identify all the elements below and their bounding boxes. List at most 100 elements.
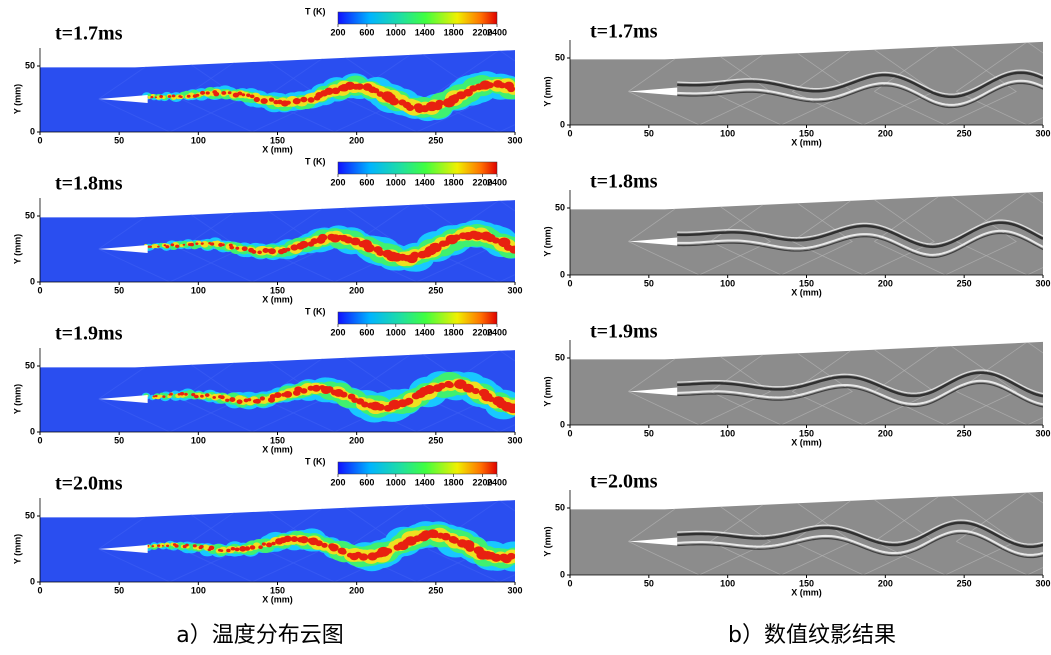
flame — [150, 95, 154, 99]
x-tick-label: 150 — [270, 585, 285, 595]
schlieren — [677, 71, 1043, 99]
flame — [200, 394, 204, 398]
schlieren — [677, 82, 1043, 109]
flame — [311, 384, 321, 392]
flame — [315, 540, 323, 547]
x-tick-label: 250 — [957, 428, 972, 438]
colorbar-tick-label: 1800 — [444, 27, 464, 37]
flame — [358, 553, 369, 561]
colorbar-tick-label: 1800 — [444, 477, 464, 487]
x-tick-label: 50 — [114, 135, 124, 145]
flame — [199, 544, 204, 549]
colorbar — [337, 311, 498, 325]
y-tick-label: 0 — [30, 576, 35, 586]
flame — [299, 536, 309, 544]
flame — [300, 388, 308, 394]
flame — [171, 94, 176, 98]
flame — [249, 94, 255, 99]
flame — [229, 397, 236, 402]
flame — [229, 245, 235, 250]
flame — [271, 541, 276, 546]
x-axis-label: X (mm) — [262, 144, 293, 154]
flame — [225, 398, 230, 402]
flame — [258, 545, 263, 550]
flame — [244, 546, 251, 551]
schlieren — [677, 219, 1043, 245]
x-tick-label: 50 — [644, 578, 654, 588]
x-tick-label: 0 — [37, 285, 42, 295]
schlieren — [677, 232, 1043, 259]
flame — [208, 545, 215, 550]
flame — [162, 395, 166, 398]
flame — [506, 403, 515, 414]
x-tick-label: 200 — [349, 285, 364, 295]
colorbar-tick-label: 2400 — [487, 177, 507, 187]
flame — [441, 532, 451, 541]
x-tick-label: 50 — [644, 428, 654, 438]
flame — [247, 398, 252, 402]
x-tick-label: 200 — [878, 428, 893, 438]
wedge — [98, 395, 148, 403]
flame — [236, 399, 243, 405]
flame — [509, 245, 515, 254]
flame — [260, 98, 268, 104]
flame — [166, 544, 170, 548]
x-tick-label: 200 — [349, 435, 364, 445]
shock — [792, 191, 936, 275]
field — [628, 191, 1043, 275]
flame — [234, 547, 240, 552]
flame — [219, 549, 224, 553]
x-tick-label: 150 — [799, 128, 814, 138]
colorbar-tick-label: 1400 — [415, 177, 435, 187]
caption: b）数值纹影结果 — [728, 623, 896, 648]
colorbar-title: T (K) — [305, 6, 326, 16]
flame — [212, 396, 216, 399]
schlieren — [677, 382, 1043, 408]
flame — [324, 87, 334, 95]
panel: 0 50 100 150 200 250 300 0 50 X (mm) Y (mm) t=2.0ms… — [12, 456, 522, 604]
flame — [237, 91, 243, 96]
x-axis-label: X (mm) — [262, 444, 293, 454]
flame — [152, 395, 156, 398]
x-tick-label: 0 — [567, 278, 572, 288]
flame — [404, 397, 414, 405]
flame — [147, 95, 152, 99]
flame — [191, 393, 196, 397]
flame — [406, 104, 415, 111]
x-tick-label: 300 — [1035, 278, 1050, 288]
y-tick-label: 50 — [555, 502, 565, 512]
y-axis-label: Y (mm) — [12, 84, 22, 114]
x-tick-label: 50 — [114, 285, 124, 295]
y-axis-label: Y (mm) — [542, 226, 552, 256]
flame — [205, 91, 210, 95]
field — [628, 341, 1043, 425]
y-tick-label: 50 — [555, 352, 565, 362]
flame — [200, 242, 204, 245]
wedge — [628, 387, 678, 396]
flame — [227, 91, 232, 95]
flame — [429, 242, 442, 253]
flame — [254, 398, 261, 404]
flame — [167, 95, 172, 98]
x-tick-label: 250 — [428, 435, 443, 445]
flame — [186, 94, 191, 98]
y-tick-label: 50 — [25, 60, 35, 70]
panel: 0 50 100 150 200 250 300 0 50 X (mm) Y (mm) t=1.8ms — [542, 171, 1050, 298]
x-tick-label: 50 — [114, 585, 124, 595]
colorbar-tick-label: 1000 — [386, 327, 406, 337]
x-tick-label: 0 — [567, 578, 572, 588]
x-tick-label: 100 — [191, 135, 206, 145]
x-tick-label: 0 — [37, 135, 42, 145]
x-tick-label: 100 — [720, 578, 735, 588]
schlieren — [677, 221, 1043, 249]
flame — [219, 395, 225, 400]
flame — [239, 546, 247, 552]
x-tick-label: 300 — [507, 135, 522, 145]
x-tick-label: 150 — [799, 578, 814, 588]
y-tick-label: 0 — [30, 126, 35, 136]
colorbar-tick-label: 2200 — [473, 177, 493, 187]
flame — [376, 249, 385, 256]
field — [98, 200, 515, 282]
schlieren — [677, 379, 1043, 406]
flame — [161, 393, 170, 400]
